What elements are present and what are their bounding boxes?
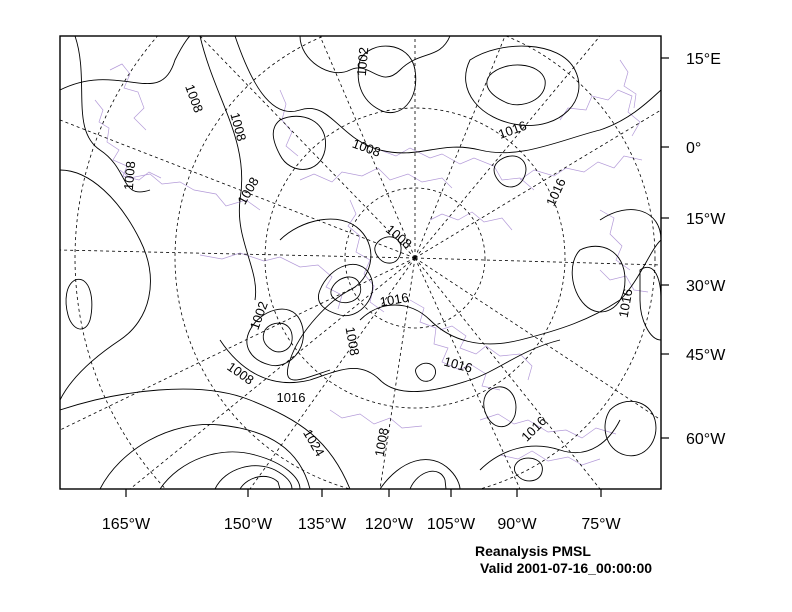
bottom-axis-labels: 165°W 150°W 135°W 120°W 105°W 90°W 75°W (102, 516, 622, 533)
lat-label: 30°W (686, 278, 726, 295)
contour-label: 1008 (182, 82, 206, 114)
lat-label: 15°E (686, 51, 721, 68)
contour-label: 1008 (121, 161, 138, 191)
lon-label: 165°W (102, 516, 151, 533)
contour-label: 1016 (518, 413, 549, 444)
contour-label: 1016 (616, 288, 636, 319)
coastlines (94, 59, 649, 466)
lon-label: 90°W (497, 516, 537, 533)
footer-valid-time: Valid 2001-07-16_00:00:00 (480, 560, 652, 576)
contour-label: 1016 (442, 354, 474, 376)
contour-label: 1008 (383, 222, 415, 252)
contour-label: 1016 (496, 118, 528, 142)
contour-label: 1016 (543, 176, 569, 209)
lon-label: 135°W (298, 516, 347, 533)
contour-label: 1016 (379, 290, 410, 310)
lat-label: 15°W (686, 211, 726, 228)
bottom-axis-ticks (125, 489, 602, 497)
contour-label: 1008 (350, 136, 382, 160)
contour-label: 1024 (300, 426, 327, 459)
contour-label: 1008 (343, 326, 363, 357)
footer-title: Reanalysis PMSL (475, 543, 591, 559)
graticule (60, 36, 661, 489)
lat-label: 60°W (686, 431, 726, 448)
contour-label: 1002 (354, 47, 371, 77)
right-axis-labels: 15°E 0° 15°W 30°W 45°W 60°W (686, 51, 726, 448)
map-frame (59, 35, 662, 490)
lat-label: 45°W (686, 347, 726, 364)
contour-label: 1008 (372, 427, 392, 458)
lon-label: 150°W (224, 516, 273, 533)
lon-label: 75°W (581, 516, 621, 533)
lon-label: 120°W (365, 516, 414, 533)
contour-label: 1002 (247, 299, 271, 331)
isobars (60, 36, 661, 489)
right-axis-ticks (661, 57, 669, 439)
lon-label: 105°W (427, 516, 476, 533)
contour-label: 1008 (234, 174, 261, 207)
contour-label: 1008 (227, 111, 249, 143)
contour-label: 1008 (224, 359, 256, 388)
contour-label: 1016 (277, 390, 306, 405)
lat-label: 0° (686, 140, 701, 157)
